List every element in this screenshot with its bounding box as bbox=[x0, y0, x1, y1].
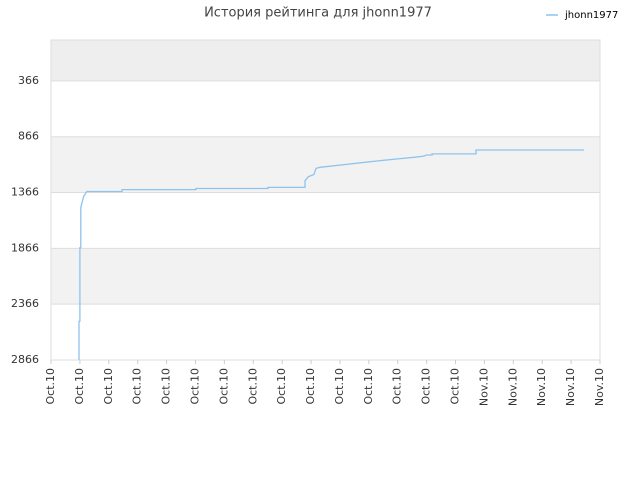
y-tick-label: 366 bbox=[18, 74, 39, 87]
x-tick-label: Oct.10 bbox=[217, 368, 230, 405]
x-tick-label: Oct.10 bbox=[333, 368, 346, 405]
band bbox=[51, 248, 600, 305]
x-tick-label: Oct.10 bbox=[304, 368, 317, 405]
x-tick-label: Oct.10 bbox=[449, 368, 462, 405]
x-tick-label: Oct.10 bbox=[188, 368, 201, 405]
x-tick-label: Nov.10 bbox=[506, 368, 519, 406]
x-tick-label: Nov.10 bbox=[564, 368, 577, 406]
x-tick-label: Oct.10 bbox=[275, 368, 288, 405]
x-tick-label: Oct.10 bbox=[362, 368, 375, 405]
x-tick-label: Oct.10 bbox=[391, 368, 404, 405]
band bbox=[51, 304, 600, 360]
x-tick-label: Oct.10 bbox=[160, 368, 173, 405]
band bbox=[51, 192, 600, 249]
band bbox=[51, 40, 600, 81]
y-tick-label: 2366 bbox=[11, 297, 39, 310]
legend-label: jhonn1977 bbox=[564, 10, 618, 21]
y-tick-label: 1366 bbox=[11, 186, 39, 199]
band bbox=[51, 80, 600, 137]
x-tick-label: Oct.10 bbox=[102, 368, 115, 405]
x-tick-label: Nov.10 bbox=[535, 368, 548, 406]
band bbox=[51, 136, 600, 193]
chart-title: История рейтинга для jhonn1977 bbox=[204, 6, 432, 21]
x-tick-label: Nov.10 bbox=[477, 368, 490, 406]
y-tick-label: 1866 bbox=[11, 241, 39, 254]
x-tick-label: Nov.10 bbox=[593, 368, 606, 406]
x-tick-label: Oct.10 bbox=[44, 368, 57, 405]
y-tick-label: 2866 bbox=[11, 353, 39, 366]
line bbox=[78, 149, 585, 360]
x-tick-label: Oct.10 bbox=[246, 368, 259, 405]
y-tick-label: 866 bbox=[18, 130, 39, 143]
x-tick-label: Oct.10 bbox=[131, 368, 144, 405]
x-tick-label: Oct.10 bbox=[73, 368, 86, 405]
x-tick-label: Oct.10 bbox=[420, 368, 433, 405]
